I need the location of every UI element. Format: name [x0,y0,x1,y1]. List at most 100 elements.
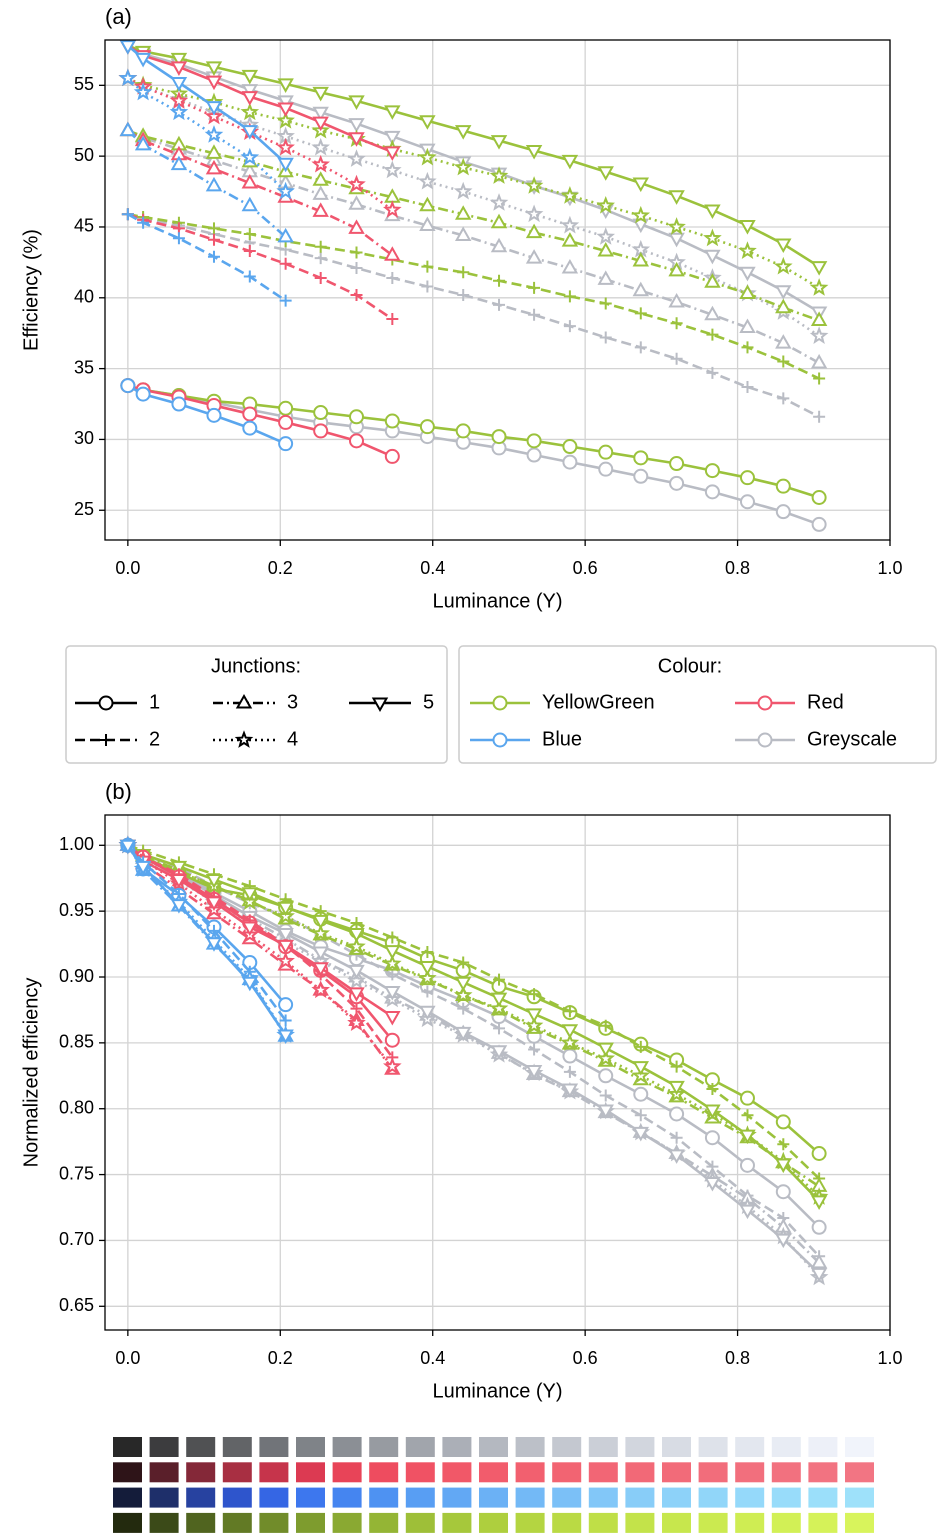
data-point [739,1157,755,1173]
data-point [668,232,685,248]
data-point [596,1048,616,1067]
data-point [775,478,791,494]
series-line [127,844,821,1202]
colour-swatch [698,1487,728,1508]
colour-swatch [369,1437,399,1457]
x-tick-label: 0.0 [115,1348,140,1368]
data-point [312,914,329,930]
colour-swatch [515,1512,545,1533]
data-point [704,1104,721,1120]
data-point [419,1005,436,1021]
colour-swatch [771,1512,801,1533]
x-tick-label: 0.6 [573,1348,598,1368]
data-point [279,294,292,307]
data-point [777,355,790,368]
data-point [634,341,647,354]
data-point [528,281,541,294]
colour-swatch [698,1462,728,1483]
data-point [347,149,366,167]
data-point [134,52,152,68]
legend-marker [100,734,112,746]
data-point [810,311,828,326]
data-point [311,154,330,173]
colour-swatch [625,1487,655,1508]
data-point [418,147,437,166]
data-point [773,256,793,275]
data-point [775,504,791,520]
x-axis-label: Luminance (Y) [432,590,562,612]
colour-swatch [552,1512,582,1533]
data-point [277,928,294,943]
colour-swatch [515,1462,545,1483]
x-tick-label: 1.0 [877,1348,902,1368]
data-point [632,1061,649,1076]
data-point [170,860,188,876]
data-point [739,318,756,334]
x-tick-label: 0.4 [420,1348,445,1368]
data-point [810,1267,828,1283]
colour-swatch [222,1437,252,1457]
data-point [561,154,579,170]
data-point [133,82,153,101]
data-point [493,1022,506,1035]
data-point [312,106,329,122]
data-point [418,968,437,987]
data-point [561,259,579,274]
data-point [739,266,756,282]
data-point [170,874,188,889]
colour-swatch [662,1462,691,1483]
data-point [739,494,755,510]
data-point [599,331,612,344]
data-point [347,1013,366,1032]
series-line [127,129,820,365]
colour-swatch [625,1437,655,1457]
colour-swatch [588,1462,618,1483]
colour-swatch [808,1462,838,1483]
data-point [524,1015,544,1034]
data-point [421,280,434,293]
data-point [384,1011,401,1026]
series-line [127,129,394,257]
legend-label: Greyscale [807,728,897,750]
y-tick-label: 0.75 [59,1163,94,1183]
data-point [775,285,792,300]
colour-swatch [259,1462,289,1483]
colour-swatch [405,1462,435,1483]
y-tick-label: 1.00 [59,834,94,854]
colour-swatch [405,1487,435,1508]
legend-marker [235,693,253,709]
data-point [418,171,437,190]
data-point [457,1002,470,1015]
data-point [634,1109,647,1122]
data-point [277,102,294,118]
data-point [134,135,152,151]
colour-swatch [552,1487,582,1508]
data-point [741,1109,754,1122]
data-point [457,266,470,279]
plot-frame [104,39,891,541]
data-point [170,52,188,68]
data-point [348,118,365,133]
colour-swatch [186,1512,216,1533]
data-point [667,217,686,235]
data-point [242,420,258,436]
data-point [207,233,220,246]
colour-swatch [186,1437,216,1457]
data-point [312,946,329,962]
data-point [386,313,399,326]
colour-swatch [149,1462,179,1483]
data-point [741,381,754,394]
data-point [276,181,295,200]
data-point [706,366,719,379]
colour-swatch [479,1462,508,1483]
panel-label: (b) [105,779,132,804]
data-point [491,429,507,445]
data-point [563,1005,576,1018]
data-point [528,308,541,321]
data-point [384,1032,400,1048]
data-point [347,174,366,193]
colour-swatch [698,1512,728,1533]
colour-swatch [845,1462,874,1483]
data-point [421,985,434,998]
